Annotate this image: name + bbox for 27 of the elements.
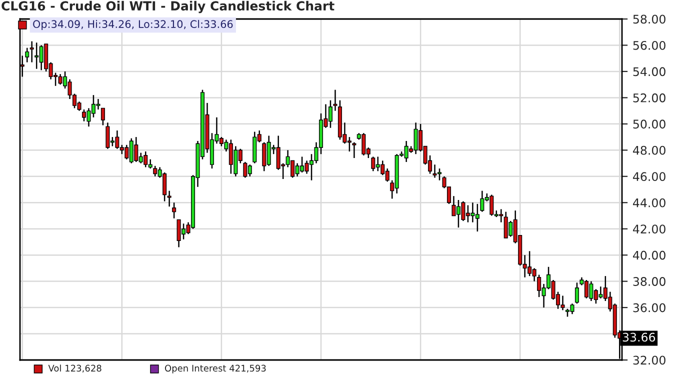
y-tick-label: 48.00 [632,146,666,155]
candlestick [172,202,176,219]
y-tick-label: 54.00 [633,67,666,76]
candlestick [100,108,105,126]
y-tick-label: 38.00 [633,277,666,286]
y-tick-label: 52.00 [633,93,666,102]
candlestick [25,47,30,63]
candlestick [167,190,172,208]
y-tick-label: 50.00 [633,120,666,129]
y-tick-label: 58.00 [633,14,666,24]
candlestick [333,89,338,112]
text: Vol 123,628 [48,364,102,373]
candlestick [437,168,442,181]
y-tick-label: 42.00 [632,224,666,234]
y-tick-label: 46.00 [632,172,666,182]
annotation: Op:34.09, Hi:34.26, Lo:32.10, Cl:33.66 [33,20,233,30]
y-tick-label: 44.00 [632,198,666,208]
y-tick-label: 56.00 [633,40,666,50]
text: 33.66 [622,332,656,342]
y-tick-label: 40.00 [632,250,666,260]
text: Open Interest 421,593 [164,364,266,374]
candlestick [352,142,356,159]
chart-title: CLG16 - Crude Oil WTI - Daily Candlestick Chart [2,0,334,14]
candlestick [30,40,34,63]
y-tick-label: 36.00 [633,303,666,312]
y-tick-label: 32.00 [633,356,666,365]
candlestick [574,282,579,304]
